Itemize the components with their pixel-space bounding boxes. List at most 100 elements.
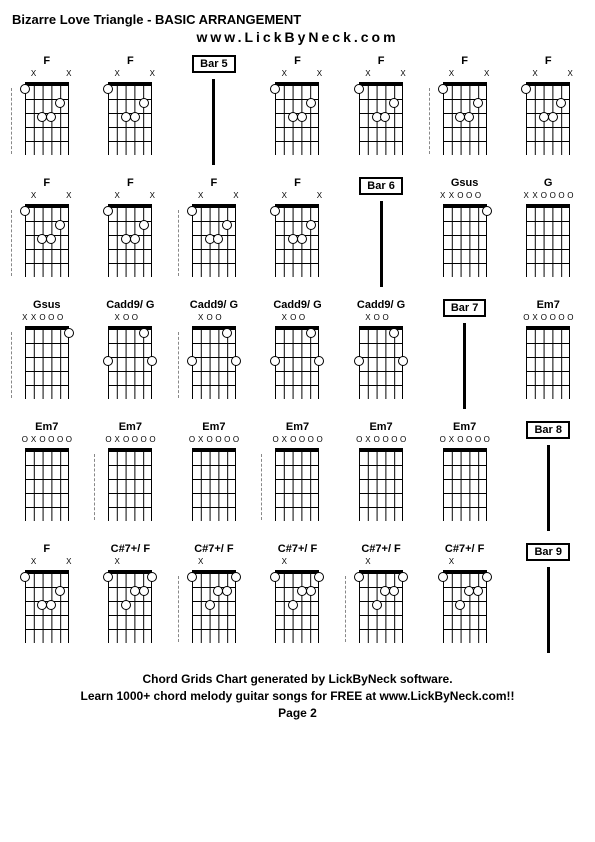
finger-dot: [270, 572, 280, 582]
chord-cell: C#7+/ FX: [263, 543, 333, 653]
chord-label: F: [294, 55, 301, 68]
bar-line: [212, 79, 215, 165]
chord-label: Cadd9/ G: [357, 299, 405, 312]
finger-dot: [139, 220, 149, 230]
bar-line: [547, 445, 550, 531]
finger-dot: [354, 356, 364, 366]
finger-dot: [139, 328, 149, 338]
string-markers: XX: [189, 192, 239, 202]
finger-dot: [398, 356, 408, 366]
chord-label: Gsus: [451, 177, 479, 190]
chord-label: F: [545, 55, 552, 68]
chord-cell: F XX: [12, 177, 82, 287]
chord-cell: Em7OXOOOO: [96, 421, 166, 531]
chord-cell: FXX: [96, 55, 166, 165]
string-markers: XXOOO: [22, 314, 72, 324]
chord-diagram: OXOOOO: [353, 436, 409, 522]
page-subtitle: www.LickByNeck.com: [12, 29, 583, 45]
chord-label: Gsus: [33, 299, 61, 312]
chord-cell: Cadd9/ GXOO: [96, 299, 166, 409]
finger-dot: [231, 356, 241, 366]
finger-dot: [548, 112, 558, 122]
measure-separator: [11, 88, 12, 154]
chord-cell: F XX: [179, 177, 249, 287]
measure-separator: [178, 576, 179, 642]
chord-diagram: XX: [520, 70, 576, 156]
finger-dot: [354, 84, 364, 94]
string-markers: XX: [22, 192, 72, 202]
chord-cell: FXX: [346, 55, 416, 165]
bar-marker: Bar 6: [346, 177, 416, 287]
finger-dot: [55, 98, 65, 108]
chord-cell: Em7OXOOOO: [430, 421, 500, 531]
string-markers: XOO: [272, 314, 322, 324]
finger-dot: [380, 112, 390, 122]
chord-label: G: [544, 177, 553, 190]
chord-label: F: [211, 177, 218, 190]
finger-dot: [464, 112, 474, 122]
chord-label: Em7: [286, 421, 309, 434]
chord-diagram: XXOOO: [437, 192, 493, 278]
finger-dot: [55, 586, 65, 596]
chord-cell: FXX: [263, 177, 333, 287]
chord-diagram: X: [102, 558, 158, 644]
finger-dot: [270, 356, 280, 366]
finger-dot: [297, 234, 307, 244]
finger-dot: [389, 328, 399, 338]
fretboard: [25, 448, 69, 521]
chord-label: C#7+/ F: [194, 543, 233, 556]
chord-label: C#7+/ F: [445, 543, 484, 556]
string-markers: OXOOOO: [356, 436, 406, 446]
fretboard: [275, 448, 319, 521]
measure-separator: [429, 88, 430, 154]
string-markers: X: [440, 558, 490, 568]
finger-dot: [482, 206, 492, 216]
bar-label: Bar 6: [359, 177, 403, 195]
finger-dot: [46, 112, 56, 122]
chord-cell: C#7+/ FX: [179, 543, 249, 653]
chord-cell: Cadd9/ GXOO: [263, 299, 333, 409]
chord-cell: C#7+/ F X: [430, 543, 500, 653]
fretboard: [108, 448, 152, 521]
finger-dot: [556, 98, 566, 108]
finger-dot: [130, 112, 140, 122]
finger-dot: [314, 356, 324, 366]
finger-dot: [389, 98, 399, 108]
chord-diagram: XX: [102, 192, 158, 278]
finger-dot: [270, 84, 280, 94]
finger-dot: [389, 586, 399, 596]
finger-dot: [103, 206, 113, 216]
finger-dot: [306, 98, 316, 108]
bar-label: Bar 8: [526, 421, 570, 439]
fretboard: [359, 448, 403, 521]
finger-dot: [213, 234, 223, 244]
chord-diagram: XX: [102, 70, 158, 156]
chord-label: F: [43, 177, 50, 190]
page-title: Bizarre Love Triangle - BASIC ARRANGEMEN…: [12, 12, 583, 27]
chord-diagram: XX: [437, 70, 493, 156]
string-markers: XXOOO: [440, 192, 490, 202]
chord-grid: FXXFXXBar 5FXXFXXFXXFXXFXXFXXFXXFXXBar 6…: [12, 55, 583, 653]
finger-dot: [438, 572, 448, 582]
finger-dot: [46, 600, 56, 610]
bar-label: Bar 9: [526, 543, 570, 561]
finger-dot: [139, 98, 149, 108]
chord-cell: FXX: [263, 55, 333, 165]
finger-dot: [354, 572, 364, 582]
chord-cell: Gsus XXOOO: [12, 299, 82, 409]
finger-dot: [270, 206, 280, 216]
chord-label: F: [43, 543, 50, 556]
fretboard: [443, 448, 487, 521]
chord-label: C#7+/ F: [361, 543, 400, 556]
chord-cell: Gsus XXOOO: [430, 177, 500, 287]
bar-line: [380, 201, 383, 287]
bar-line: [547, 567, 550, 653]
finger-dot: [20, 206, 30, 216]
chord-cell: Em7 OXOOOO: [346, 421, 416, 531]
finger-dot: [103, 572, 113, 582]
chord-label: Em7: [369, 421, 392, 434]
bar-marker: Bar 9: [513, 543, 583, 653]
finger-dot: [130, 234, 140, 244]
string-markers: X: [272, 558, 322, 568]
measure-separator: [345, 576, 346, 642]
